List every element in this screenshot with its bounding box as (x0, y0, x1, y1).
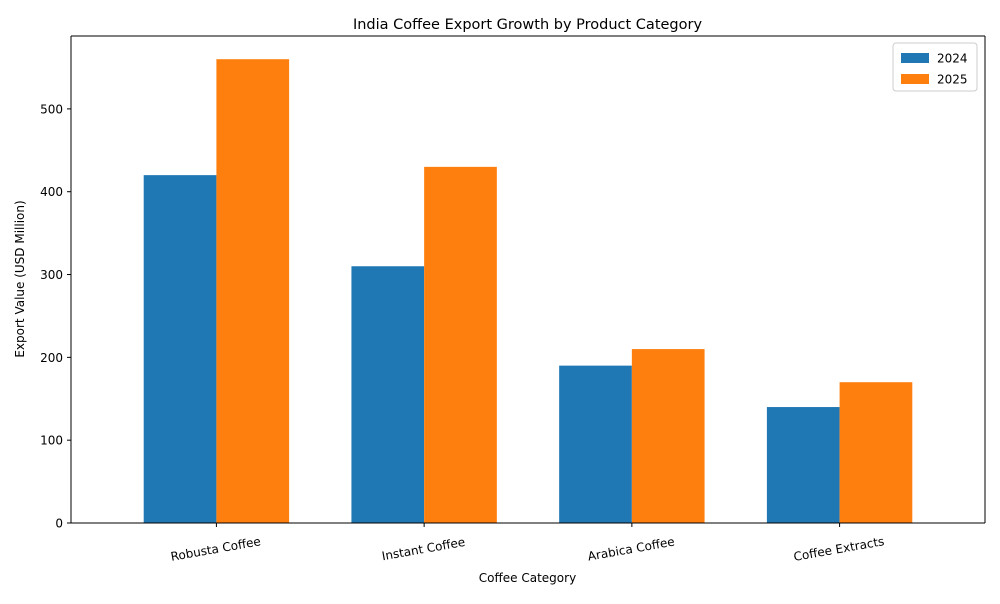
y-tick-label: 100 (40, 434, 63, 448)
legend: 2024 2025 (892, 42, 978, 92)
y-axis-label: Export Value (USD Million) (13, 200, 27, 357)
chart-title: India Coffee Export Growth by Product Ca… (353, 17, 703, 33)
bar-instant-coffee-2024 (351, 266, 425, 523)
bar-robusta-coffee-2024 (143, 175, 217, 523)
y-tick-label: 400 (40, 185, 63, 199)
x-tick-label-arabica-coffee: Arabica Coffee (587, 535, 676, 564)
x-tick-label-robusta-coffee: Robusta Coffee (170, 534, 262, 564)
legend-swatch-2024 (901, 53, 929, 63)
legend-label-2024: 2024 (937, 52, 968, 66)
bars-layer (143, 59, 913, 524)
bar-arabica-coffee-2025 (631, 349, 705, 523)
y-tick-label: 200 (40, 351, 63, 365)
bar-robusta-coffee-2025 (216, 59, 290, 523)
bar-coffee-extracts-2025 (839, 382, 913, 523)
x-tick-label-instant-coffee: Instant Coffee (381, 535, 466, 563)
bar-coffee-extracts-2024 (766, 407, 840, 523)
y-tick-label: 500 (40, 102, 63, 116)
y-tick-label: 300 (40, 268, 63, 282)
bar-arabica-coffee-2024 (559, 365, 632, 523)
y-tick-label: 0 (55, 517, 63, 531)
x-axis-label: Coffee Category (479, 571, 576, 585)
legend-swatch-2025 (901, 74, 929, 84)
x-tick-label-coffee-extracts: Coffee Extracts (792, 534, 885, 564)
legend-label-2025: 2025 (937, 73, 968, 87)
bar-instant-coffee-2025 (424, 166, 497, 524)
